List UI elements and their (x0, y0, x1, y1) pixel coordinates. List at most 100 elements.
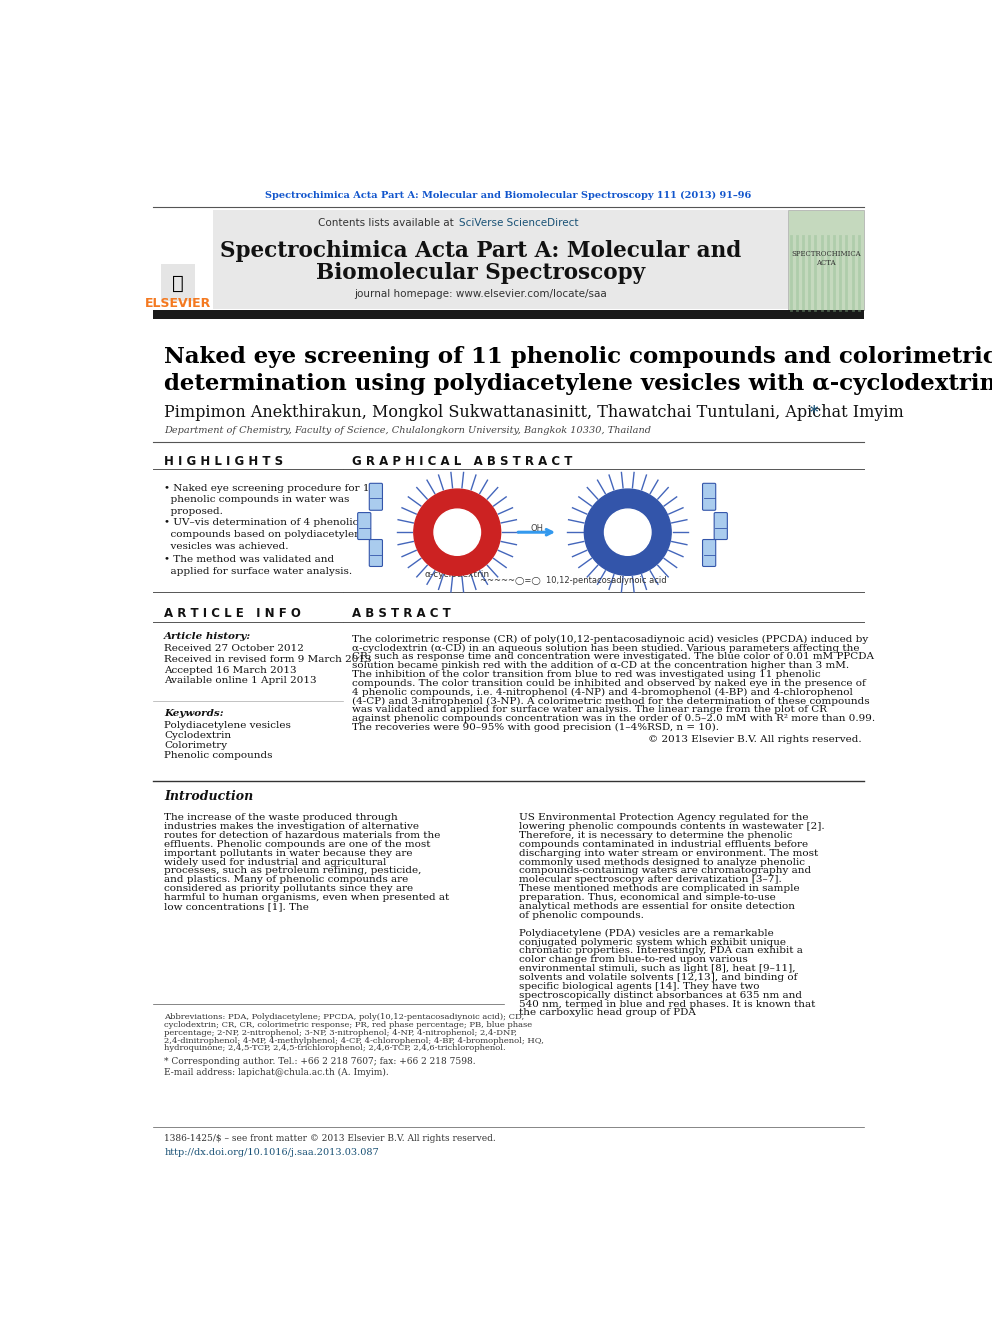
Text: Naked eye screening of 11 phenolic compounds and colorimetric: Naked eye screening of 11 phenolic compo… (165, 347, 992, 368)
Text: commonly used methods designed to analyze phenolic: commonly used methods designed to analyz… (519, 857, 806, 867)
Text: Colorimetry: Colorimetry (165, 741, 227, 750)
Text: Contents lists available at: Contents lists available at (318, 218, 457, 228)
Text: The increase of the waste produced through: The increase of the waste produced throu… (165, 814, 398, 823)
Bar (153, 310, 864, 319)
Text: Department of Chemistry, Faculty of Science, Chulalongkorn University, Bangkok 1: Department of Chemistry, Faculty of Scie… (165, 426, 652, 435)
FancyBboxPatch shape (369, 540, 383, 566)
Text: determination using polydiacetylene vesicles with α-cyclodextrin: determination using polydiacetylene vesi… (165, 373, 992, 396)
Text: Available online 1 April 2013: Available online 1 April 2013 (165, 676, 316, 685)
Text: lowering phenolic compounds contents in wastewater [2].: lowering phenolic compounds contents in … (519, 822, 825, 831)
Text: considered as priority pollutants since they are: considered as priority pollutants since … (165, 884, 414, 893)
Text: processes, such as petroleum refining, pesticide,: processes, such as petroleum refining, p… (165, 867, 422, 876)
Text: solvents and volatile solvents [12,13], and binding of: solvents and volatile solvents [12,13], … (519, 972, 798, 982)
Text: 4 phenolic compounds, i.e. 4-nitrophenol (4-NP) and 4-bromophenol (4-BP) and 4-c: 4 phenolic compounds, i.e. 4-nitrophenol… (352, 688, 853, 697)
Bar (153, 210, 213, 308)
Text: molecular spectroscopy after derivatization [3–7].: molecular spectroscopy after derivatizat… (519, 876, 782, 884)
FancyBboxPatch shape (369, 483, 383, 511)
Text: 🌿: 🌿 (173, 274, 185, 292)
Text: cyclodextrin; CR, CR, colorimetric response; PR, red phase percentage; PB, blue : cyclodextrin; CR, CR, colorimetric respo… (165, 1021, 533, 1029)
Text: widely used for industrial and agricultural: widely used for industrial and agricultu… (165, 857, 387, 867)
Text: solution became pinkish red with the addition of α-CD at the concentration highe: solution became pinkish red with the add… (352, 662, 849, 671)
FancyBboxPatch shape (702, 483, 715, 511)
Text: A B S T R A C T: A B S T R A C T (352, 607, 450, 620)
Text: color change from blue-to-red upon various: color change from blue-to-red upon vario… (519, 955, 748, 964)
Text: against phenolic compounds concentration was in the order of 0.5–2.0 mM with R² : against phenolic compounds concentration… (352, 714, 875, 724)
Text: environmental stimuli, such as light [8], heat [9–11],: environmental stimuli, such as light [8]… (519, 964, 796, 974)
Bar (789, 210, 864, 310)
Text: Therefore, it is necessary to determine the phenolic: Therefore, it is necessary to determine … (519, 831, 793, 840)
Text: of phenolic compounds.: of phenolic compounds. (519, 910, 644, 919)
Text: 1386-1425/$ – see front matter © 2013 Elsevier B.V. All rights reserved.: 1386-1425/$ – see front matter © 2013 El… (165, 1134, 496, 1143)
Text: preparation. Thus, economical and simple-to-use: preparation. Thus, economical and simple… (519, 893, 776, 902)
Text: was validated and applied for surface water analysis. The linear range from the : was validated and applied for surface wa… (352, 705, 827, 714)
Text: The inhibition of the color transition from blue to red was investigated using 1: The inhibition of the color transition f… (352, 669, 820, 679)
Text: SciVerse ScienceDirect: SciVerse ScienceDirect (458, 218, 578, 228)
Text: Phenolic compounds: Phenolic compounds (165, 751, 273, 759)
Text: CR, such as response time and concentration were investigated. The blue color of: CR, such as response time and concentrat… (352, 652, 874, 662)
Text: α-cyclodextrin: α-cyclodextrin (425, 570, 490, 579)
FancyBboxPatch shape (702, 540, 715, 566)
Text: compounds contaminated in industrial effluents before: compounds contaminated in industrial eff… (519, 840, 808, 849)
Circle shape (434, 509, 480, 556)
Circle shape (414, 490, 501, 576)
Text: Article history:: Article history: (165, 631, 252, 640)
Text: the carboxylic head group of PDA: the carboxylic head group of PDA (519, 1008, 696, 1017)
Text: spectroscopically distinct absorbances at 635 nm and: spectroscopically distinct absorbances a… (519, 991, 803, 1000)
Text: Accepted 16 March 2013: Accepted 16 March 2013 (165, 665, 297, 675)
Text: Biomolecular Spectroscopy: Biomolecular Spectroscopy (315, 262, 645, 283)
Text: © 2013 Elsevier B.V. All rights reserved.: © 2013 Elsevier B.V. All rights reserved… (648, 736, 862, 744)
FancyBboxPatch shape (714, 512, 727, 540)
Text: The colorimetric response (CR) of poly(10,12-pentacosadiynoic acid) vesicles (PP: The colorimetric response (CR) of poly(1… (352, 635, 868, 644)
Text: Received in revised form 9 March 2013: Received in revised form 9 March 2013 (165, 655, 372, 664)
Text: • The method was validated and
  applied for surface water analysis.: • The method was validated and applied f… (165, 556, 352, 576)
Text: Abbreviations: PDA, Polydiacetylene; PPCDA, poly(10,12-pentacosadiynoic acid); C: Abbreviations: PDA, Polydiacetylene; PPC… (165, 1013, 525, 1021)
Text: 2,4-dinitrophenol; 4-MP, 4-methylphenol; 4-CP, 4-chlorophenol; 4-BP, 4-bromophen: 2,4-dinitrophenol; 4-MP, 4-methylphenol;… (165, 1036, 545, 1045)
Text: compounds. The color transition could be inhibited and observed by naked eye in : compounds. The color transition could be… (352, 679, 866, 688)
Text: percentage; 2-NP, 2-nitrophenol; 3-NP, 3-nitrophenol; 4-NP, 4-nitrophenol; 2,4-D: percentage; 2-NP, 2-nitrophenol; 3-NP, 3… (165, 1029, 517, 1037)
Text: low concentrations [1]. The: low concentrations [1]. The (165, 902, 310, 910)
Text: conjugated polymeric system which exhibit unique: conjugated polymeric system which exhibi… (519, 938, 787, 947)
Text: *: * (809, 405, 818, 421)
Text: Spectrochimica Acta Part A: Molecular and Biomolecular Spectroscopy 111 (2013) 9: Spectrochimica Acta Part A: Molecular an… (265, 191, 752, 200)
Text: α-cyclodextrin (α-CD) in an aqueous solution has been studied. Various parameter: α-cyclodextrin (α-CD) in an aqueous solu… (352, 643, 859, 652)
Text: Polydiacetylene vesicles: Polydiacetylene vesicles (165, 721, 292, 730)
Text: hydroquinone; 2,4,5-TCP, 2,4,5-trichlorophenol; 2,4,6-TCP, 2,4,6-trichlorophenol: hydroquinone; 2,4,5-TCP, 2,4,5-trichloro… (165, 1044, 506, 1052)
Text: ~~~~~◯=◯  10,12-pentacosadiynoic acid: ~~~~~◯=◯ 10,12-pentacosadiynoic acid (480, 577, 667, 585)
Text: effluents. Phenolic compounds are one of the most: effluents. Phenolic compounds are one of… (165, 840, 431, 849)
Text: industries makes the investigation of alternative: industries makes the investigation of al… (165, 822, 420, 831)
Text: specific biological agents [14]. They have two: specific biological agents [14]. They ha… (519, 982, 760, 991)
Text: journal homepage: www.elsevier.com/locate/saa: journal homepage: www.elsevier.com/locat… (354, 290, 607, 299)
Text: chromatic properties. Interestingly, PDA can exhibit a: chromatic properties. Interestingly, PDA… (519, 946, 804, 955)
Text: Polydiacetylene (PDA) vesicles are a remarkable: Polydiacetylene (PDA) vesicles are a rem… (519, 929, 774, 938)
Text: discharging into water stream or environment. The most: discharging into water stream or environ… (519, 848, 818, 857)
Text: Introduction: Introduction (165, 790, 254, 803)
Text: E-mail address: lapichat@chula.ac.th (A. Imyim).: E-mail address: lapichat@chula.ac.th (A.… (165, 1068, 389, 1077)
Text: G R A P H I C A L   A B S T R A C T: G R A P H I C A L A B S T R A C T (352, 455, 572, 468)
Text: SPECTROCHIMICA
ACTA: SPECTROCHIMICA ACTA (792, 250, 861, 267)
Text: Cyclodextrin: Cyclodextrin (165, 732, 231, 740)
Text: H I G H L I G H T S: H I G H L I G H T S (165, 455, 284, 468)
Text: (4-CP) and 3-nitrophenol (3-NP). A colorimetric method for the determination of : (4-CP) and 3-nitrophenol (3-NP). A color… (352, 697, 869, 705)
Text: The recoveries were 90–95% with good precision (1–4%RSD, n = 10).: The recoveries were 90–95% with good pre… (352, 724, 719, 733)
Bar (161, 265, 195, 302)
Text: • UV–vis determination of 4 phenolic
  compounds based on polydiacetylene
  vesi: • UV–vis determination of 4 phenolic com… (165, 519, 367, 550)
Text: routes for detection of hazardous materials from the: routes for detection of hazardous materi… (165, 831, 440, 840)
Text: ELSEVIER: ELSEVIER (145, 298, 211, 310)
Text: OH: OH (531, 524, 544, 533)
Text: important pollutants in water because they are: important pollutants in water because th… (165, 848, 413, 857)
Text: These mentioned methods are complicated in sample: These mentioned methods are complicated … (519, 884, 800, 893)
Circle shape (604, 509, 651, 556)
Text: http://dx.doi.org/10.1016/j.saa.2013.03.087: http://dx.doi.org/10.1016/j.saa.2013.03.… (165, 1147, 379, 1156)
FancyBboxPatch shape (358, 512, 371, 540)
Bar (183, 210, 789, 308)
Text: A R T I C L E   I N F O: A R T I C L E I N F O (165, 607, 302, 620)
Text: analytical methods are essential for onsite detection: analytical methods are essential for ons… (519, 902, 796, 910)
Text: Received 27 October 2012: Received 27 October 2012 (165, 644, 305, 654)
Text: compounds-containing waters are chromatography and: compounds-containing waters are chromato… (519, 867, 811, 876)
Text: US Environmental Protection Agency regulated for the: US Environmental Protection Agency regul… (519, 814, 808, 823)
Text: * Corresponding author. Tel.: +66 2 218 7607; fax: +66 2 218 7598.: * Corresponding author. Tel.: +66 2 218 … (165, 1057, 476, 1066)
Text: Keywords:: Keywords: (165, 709, 224, 717)
Text: and plastics. Many of phenolic compounds are: and plastics. Many of phenolic compounds… (165, 876, 409, 884)
Text: 540 nm, termed in blue and red phases. It is known that: 540 nm, termed in blue and red phases. I… (519, 1000, 815, 1008)
Circle shape (584, 490, 672, 576)
